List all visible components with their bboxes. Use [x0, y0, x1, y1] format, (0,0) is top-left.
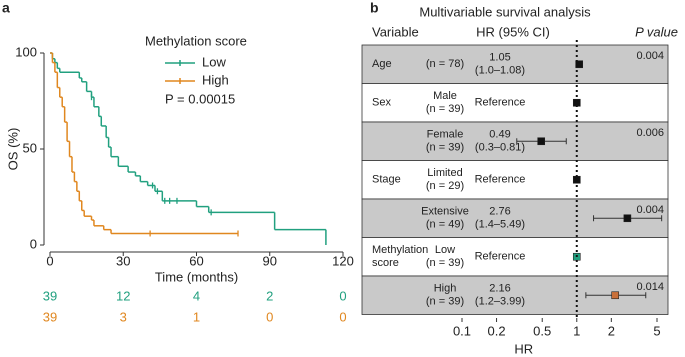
group-label: Extensive — [421, 206, 469, 218]
p-value: 0.006 — [636, 127, 664, 139]
x-tick-label: 0.5 — [533, 323, 551, 338]
hr-text: (1.0–1.08) — [475, 65, 525, 77]
x-tick-label: 5 — [653, 323, 660, 338]
p-value: 0.014 — [636, 281, 664, 293]
variable-label: Sex — [372, 97, 391, 109]
x-tick-label: 60 — [189, 253, 203, 268]
panel-label: a — [2, 0, 10, 16]
y-tick-label: 50 — [23, 140, 37, 155]
hr-point — [611, 291, 619, 300]
chart-title: Multivariable survival analysis — [419, 4, 591, 19]
variable-label: score — [372, 257, 399, 269]
at-risk-count: 1 — [193, 309, 200, 324]
row-band — [361, 44, 669, 84]
p-value: 0.004 — [636, 204, 664, 216]
header: HR (95% CI) — [476, 24, 550, 39]
p-value: 0.004 — [636, 50, 664, 62]
x-tick-label: 0.2 — [488, 323, 506, 338]
group-label: Limited — [427, 167, 462, 179]
group-label: (n = 78) — [426, 58, 464, 70]
variable-label: Methylation — [372, 244, 428, 256]
y-tick-label: 100 — [15, 44, 37, 59]
hr-text: (1.4–5.49) — [475, 219, 525, 231]
x-tick-label: 2 — [608, 323, 615, 338]
group-label: (n = 29) — [426, 180, 464, 192]
hr-point — [572, 175, 581, 184]
hr-text: (1.2–3.99) — [475, 296, 525, 308]
header: P value — [635, 24, 678, 39]
hr-point — [537, 137, 546, 146]
at-risk-count: 12 — [116, 288, 130, 303]
panel-label: b — [370, 0, 379, 16]
at-risk-count: 4 — [193, 288, 200, 303]
at-risk-count: 0 — [339, 309, 346, 324]
hr-text: Reference — [475, 174, 526, 186]
group-label: Low — [435, 244, 455, 256]
variable-label: Age — [372, 58, 392, 70]
hr-point — [623, 214, 632, 223]
hr-text: 2.16 — [489, 283, 510, 295]
header: Variable — [372, 24, 419, 39]
x-tick-label: 30 — [116, 253, 130, 268]
at-risk-count: 39 — [43, 288, 57, 303]
x-tick-label: 0.1 — [453, 323, 471, 338]
hr-text: 1.05 — [489, 52, 510, 64]
x-tick-label: 90 — [263, 253, 277, 268]
legend-title: Methylation score — [145, 33, 247, 48]
group-label: (n = 39) — [426, 296, 464, 308]
group-label: Male — [433, 90, 457, 102]
legend-label: Low — [202, 54, 226, 69]
hr-text: Reference — [475, 97, 526, 109]
x-tick-label: 120 — [332, 253, 354, 268]
y-axis-label: OS (%) — [5, 128, 20, 171]
hr-text: 2.76 — [489, 206, 510, 218]
row-band — [361, 160, 669, 200]
row-band — [361, 237, 669, 277]
at-risk-count: 2 — [266, 288, 273, 303]
group-label: High — [434, 283, 457, 295]
group-label: Female — [427, 129, 464, 141]
legend-label: High — [202, 72, 229, 87]
x-tick-label: 0 — [46, 253, 53, 268]
variable-label: Stage — [372, 174, 401, 186]
group-label: (n = 49) — [426, 219, 464, 231]
group-label: (n = 39) — [426, 257, 464, 269]
group-label: (n = 39) — [426, 103, 464, 115]
hr-text: Reference — [475, 251, 526, 263]
annotation: P = 0.00015 — [165, 91, 235, 106]
x-axis-label: HR — [514, 341, 533, 356]
hr-text: (0.3–0.81) — [475, 142, 525, 154]
hr-point — [575, 60, 584, 69]
y-tick-label: 0 — [30, 236, 37, 251]
at-risk-count: 0 — [339, 288, 346, 303]
at-risk-count: 3 — [120, 309, 127, 324]
hr-text: 0.49 — [489, 129, 510, 141]
at-risk-count: 39 — [43, 309, 57, 324]
at-risk-count: 0 — [266, 309, 273, 324]
group-label: (n = 39) — [426, 142, 464, 154]
x-tick-label: 1 — [573, 323, 580, 338]
x-axis-label: Time (months) — [155, 269, 238, 284]
